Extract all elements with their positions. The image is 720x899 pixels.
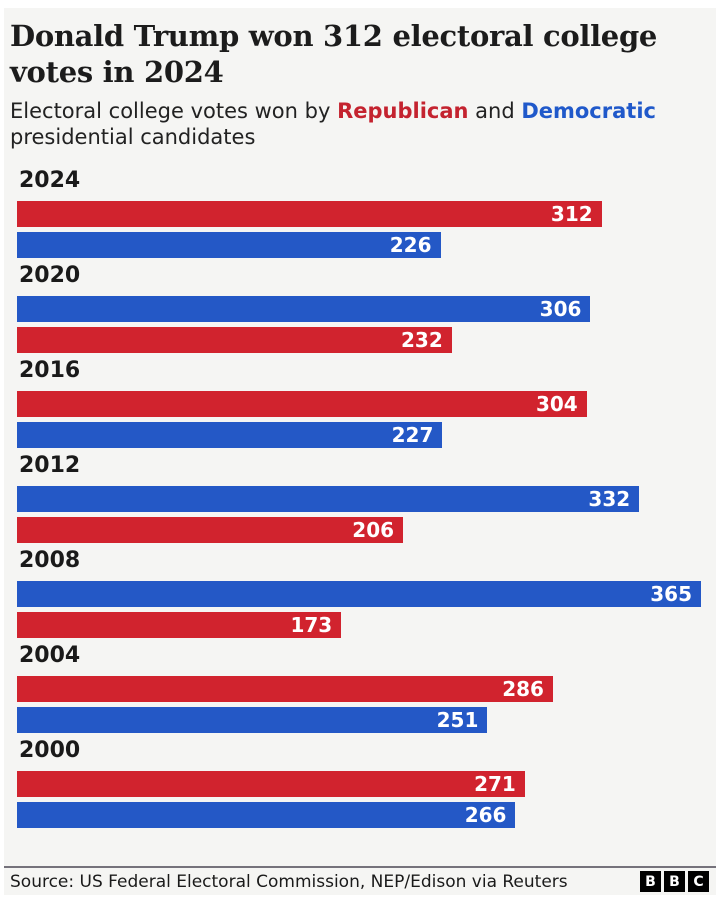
bar-row: 365 (17, 581, 701, 607)
bar-row: 271 (17, 771, 701, 797)
bbc-logo-letter: B (640, 871, 661, 892)
democratic-bar-2004: 251 (17, 707, 488, 733)
chart-title: Donald Trump won 312 electoral college v… (10, 19, 658, 89)
republican-bar-2024: 312 (17, 201, 602, 227)
chart-header: Donald Trump won 312 electoral college v… (4, 8, 716, 150)
year-label: 2020 (19, 263, 81, 288)
year-label: 2008 (19, 548, 81, 573)
year-label: 2016 (19, 358, 81, 383)
bar-value-label: 271 (474, 772, 516, 796)
bar-value-label: 251 (436, 708, 479, 732)
bbc-logo-letter: C (688, 871, 709, 892)
bbc-logo-letter: B (664, 871, 685, 892)
bar-row: 227 (17, 422, 701, 448)
year-label: 2000 (19, 738, 81, 763)
republican-legend-word: Republican (337, 99, 469, 123)
bar-value-label: 286 (502, 677, 544, 701)
bar-value-label: 306 (539, 297, 582, 321)
republican-bar-2004: 286 (17, 676, 553, 702)
subtitle-suffix: presidential candidates (10, 125, 256, 149)
bar-value-label: 173 (290, 613, 333, 637)
bar-row: 232 (17, 327, 701, 353)
bar-value-label: 226 (389, 233, 432, 257)
democratic-bar-2012: 332 (17, 486, 640, 512)
democratic-legend-word: Democratic (521, 99, 656, 123)
democratic-bar-2000: 266 (17, 802, 516, 828)
bar-value-label: 206 (352, 518, 395, 542)
chart-card: Donald Trump won 312 electoral college v… (4, 8, 716, 895)
year-label: 2004 (19, 643, 81, 668)
bar-value-label: 312 (550, 202, 593, 226)
source-text: Source: US Federal Electoral Commission,… (10, 871, 568, 892)
bar-value-label: 304 (535, 392, 578, 416)
year-group-2012: 2012 332 206 (17, 455, 701, 543)
democratic-bar-2016: 227 (17, 422, 443, 448)
bar-value-label: 232 (401, 328, 443, 352)
democratic-bar-2024: 226 (17, 232, 441, 258)
bar-value-label: 365 (650, 582, 692, 606)
republican-bar-2008: 173 (17, 612, 342, 638)
bar-row: 226 (17, 232, 701, 258)
republican-bar-2016: 304 (17, 391, 587, 417)
chart-subtitle: Electoral college votes won by Republica… (10, 98, 706, 150)
year-group-2016: 2016 304 227 (17, 360, 701, 448)
bar-row: 251 (17, 707, 701, 733)
bar-value-label: 332 (588, 487, 631, 511)
bar-row: 206 (17, 517, 701, 543)
bar-chart: 2024 312 226 2020 306 232 2016 304 227 2012 332 206… (4, 164, 716, 835)
year-group-2004: 2004 286 251 (17, 645, 701, 733)
year-group-2020: 2020 306 232 (17, 265, 701, 353)
bar-value-label: 266 (464, 803, 507, 827)
chart-footer: Source: US Federal Electoral Commission,… (4, 866, 716, 895)
bar-row: 304 (17, 391, 701, 417)
year-label: 2012 (19, 453, 81, 478)
bar-value-label: 227 (391, 423, 434, 447)
bar-row: 332 (17, 486, 701, 512)
bar-row: 286 (17, 676, 701, 702)
democratic-bar-2020: 306 (17, 296, 591, 322)
republican-bar-2000: 271 (17, 771, 525, 797)
republican-bar-2012: 206 (17, 517, 404, 543)
subtitle-prefix: Electoral college votes won by (10, 99, 338, 123)
year-group-2024: 2024 312 226 (17, 170, 701, 258)
republican-bar-2020: 232 (17, 327, 452, 353)
bar-row: 173 (17, 612, 701, 638)
bar-row: 266 (17, 802, 701, 828)
bar-row: 306 (17, 296, 701, 322)
democratic-bar-2008: 365 (17, 581, 701, 607)
year-label: 2024 (19, 168, 81, 193)
year-group-2000: 2000 271 266 (17, 740, 701, 828)
year-group-2008: 2008 365 173 (17, 550, 701, 638)
bar-row: 312 (17, 201, 701, 227)
subtitle-and: and (468, 99, 522, 123)
